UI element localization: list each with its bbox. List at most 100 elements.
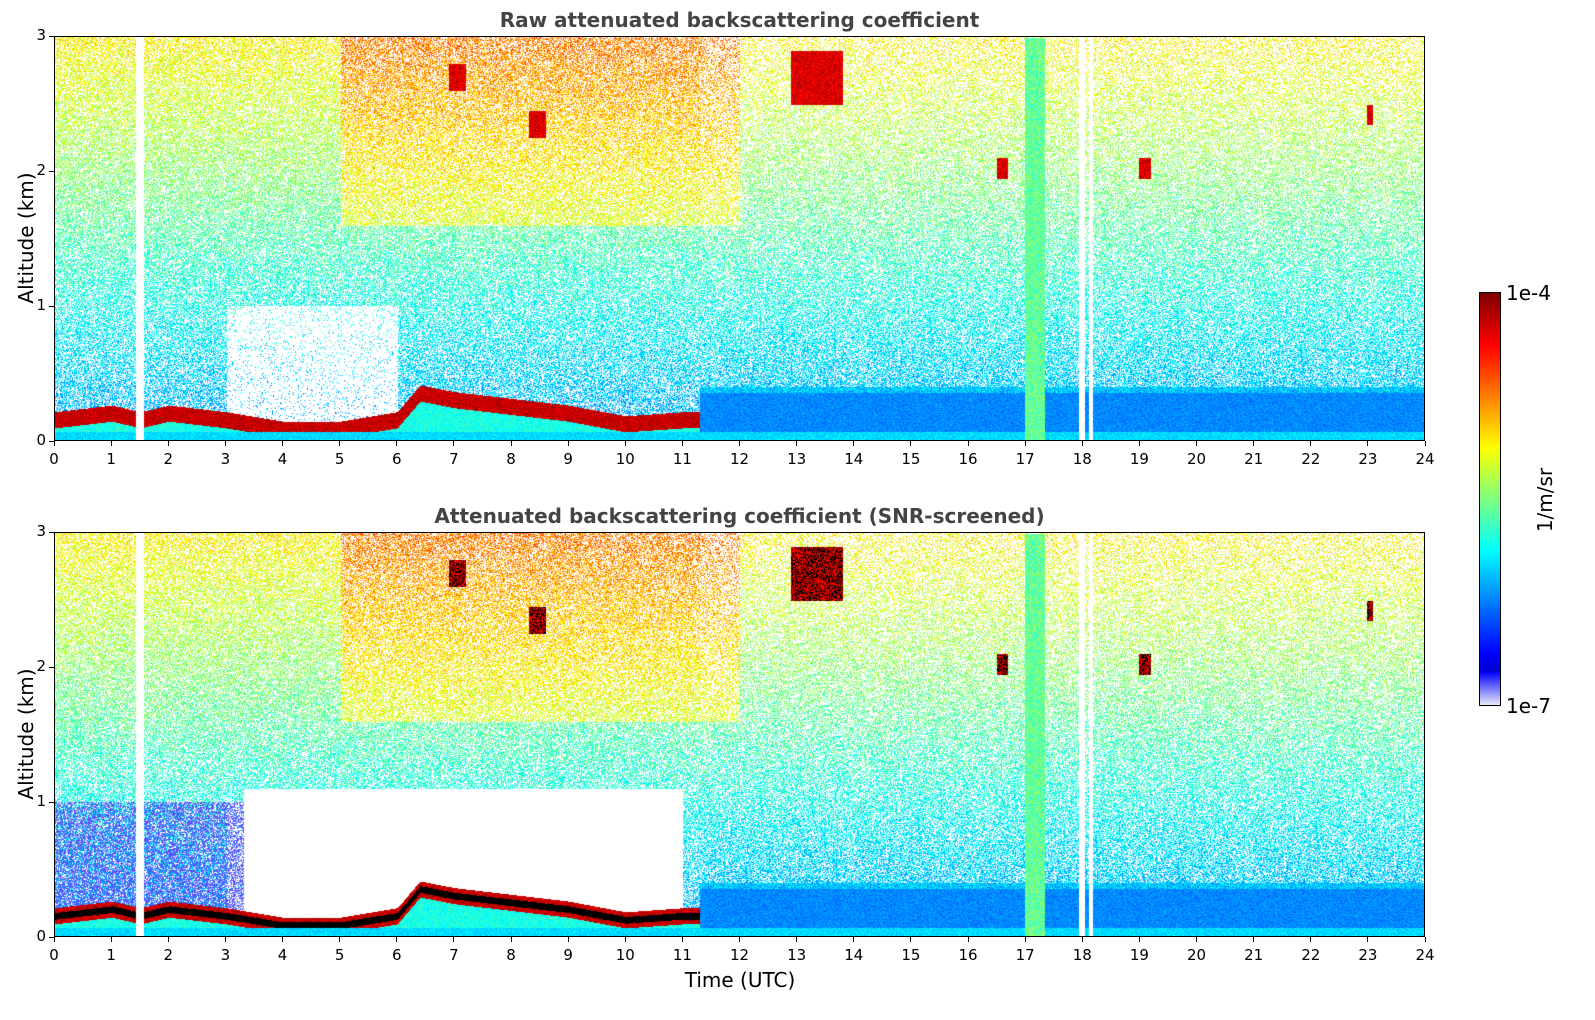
x-tick-mark bbox=[1253, 937, 1255, 942]
x-tick-mark bbox=[796, 441, 798, 446]
x-tick-label: 3 bbox=[220, 450, 231, 468]
x-tick-label: 4 bbox=[277, 946, 288, 964]
top-panel-title: Raw attenuated backscattering coefficien… bbox=[499, 8, 980, 32]
x-tick-label: 0 bbox=[49, 450, 59, 468]
x-tick-mark bbox=[853, 441, 855, 446]
x-tick-label: 4 bbox=[277, 450, 288, 468]
x-tick-mark bbox=[681, 441, 683, 446]
x-tick-mark bbox=[1024, 937, 1026, 942]
x-tick-mark bbox=[1424, 937, 1426, 942]
y-tick-label: 2 bbox=[36, 161, 46, 179]
x-tick-mark bbox=[1310, 441, 1312, 446]
x-tick-label: 24 bbox=[1415, 946, 1435, 964]
x-tick-label: 8 bbox=[506, 946, 516, 964]
x-tick-label: 23 bbox=[1358, 946, 1378, 964]
x-tick-label: 21 bbox=[1244, 450, 1264, 468]
top-y-axis-label: Altitude (km) bbox=[14, 172, 38, 304]
x-tick-mark bbox=[167, 441, 169, 446]
x-tick-label: 13 bbox=[787, 946, 807, 964]
y-tick-mark bbox=[49, 666, 54, 668]
x-tick-label: 7 bbox=[449, 450, 459, 468]
x-tick-mark bbox=[624, 441, 626, 446]
x-tick-mark bbox=[282, 441, 283, 446]
x-tick-mark bbox=[681, 937, 683, 942]
x-tick-label: 10 bbox=[615, 450, 635, 468]
bottom-heatmap-canvas bbox=[55, 533, 1424, 936]
x-tick-mark bbox=[396, 937, 398, 942]
x-tick-mark bbox=[110, 937, 112, 942]
x-tick-mark bbox=[53, 937, 55, 942]
x-tick-mark bbox=[910, 441, 912, 446]
x-tick-label: 13 bbox=[787, 450, 807, 468]
y-tick-label: 1 bbox=[36, 792, 46, 810]
top-heatmap-plot bbox=[54, 36, 1425, 441]
x-tick-label: 22 bbox=[1301, 946, 1321, 964]
x-tick-label: 3 bbox=[220, 946, 231, 964]
x-tick-label: 17 bbox=[1015, 946, 1035, 964]
x-tick-mark bbox=[910, 937, 912, 942]
x-tick-label: 5 bbox=[334, 946, 345, 964]
x-tick-mark bbox=[739, 441, 740, 446]
x-tick-label: 1 bbox=[106, 946, 116, 964]
x-tick-mark bbox=[110, 441, 112, 446]
x-tick-label: 8 bbox=[506, 450, 516, 468]
x-tick-mark bbox=[453, 937, 455, 942]
x-tick-label: 19 bbox=[1129, 946, 1149, 964]
x-tick-label: 12 bbox=[729, 450, 750, 468]
x-tick-mark bbox=[1138, 441, 1140, 446]
x-tick-label: 11 bbox=[672, 946, 692, 964]
x-tick-mark bbox=[1081, 937, 1083, 942]
x-tick-mark bbox=[167, 937, 169, 942]
x-tick-mark bbox=[1138, 937, 1140, 942]
x-tick-mark bbox=[453, 441, 455, 446]
x-tick-label: 16 bbox=[958, 946, 978, 964]
y-tick-label: 0 bbox=[36, 927, 46, 945]
x-tick-label: 6 bbox=[391, 946, 402, 964]
x-tick-label: 7 bbox=[449, 946, 459, 964]
y-tick-mark bbox=[49, 936, 54, 938]
y-tick-label: 1 bbox=[36, 296, 46, 314]
bottom-heatmap-plot bbox=[54, 532, 1425, 937]
x-tick-label: 9 bbox=[563, 450, 573, 468]
top-heatmap-canvas bbox=[55, 37, 1424, 440]
colorbar-min-label: 1e-7 bbox=[1506, 694, 1551, 718]
x-tick-label: 14 bbox=[844, 450, 864, 468]
x-tick-mark bbox=[1081, 441, 1083, 446]
x-tick-mark bbox=[510, 441, 512, 446]
x-tick-label: 17 bbox=[1015, 450, 1035, 468]
x-tick-mark bbox=[1424, 441, 1426, 446]
y-tick-mark bbox=[49, 801, 54, 803]
x-tick-label: 20 bbox=[1186, 450, 1207, 468]
x-tick-label: 2 bbox=[163, 946, 174, 964]
bottom-panel-title: Attenuated backscattering coefficient (S… bbox=[434, 504, 1045, 528]
bottom-y-axis-label: Altitude (km) bbox=[14, 668, 38, 800]
x-tick-mark bbox=[339, 441, 341, 446]
x-tick-label: 5 bbox=[334, 450, 345, 468]
x-tick-mark bbox=[396, 441, 398, 446]
x-tick-label: 22 bbox=[1301, 450, 1321, 468]
x-tick-label: 19 bbox=[1129, 450, 1149, 468]
x-tick-label: 18 bbox=[1072, 946, 1092, 964]
x-tick-mark bbox=[567, 441, 569, 446]
x-tick-mark bbox=[339, 937, 341, 942]
x-tick-label: 9 bbox=[563, 946, 573, 964]
y-tick-mark bbox=[49, 35, 54, 37]
x-tick-mark bbox=[282, 937, 283, 942]
y-tick-mark bbox=[49, 531, 54, 533]
x-tick-mark bbox=[567, 937, 569, 942]
x-tick-label: 15 bbox=[901, 450, 921, 468]
x-tick-mark bbox=[1196, 441, 1197, 446]
x-tick-mark bbox=[53, 441, 55, 446]
x-tick-mark bbox=[967, 441, 969, 446]
x-tick-label: 21 bbox=[1244, 946, 1264, 964]
x-tick-mark bbox=[1024, 441, 1026, 446]
x-tick-mark bbox=[1310, 937, 1312, 942]
x-tick-mark bbox=[624, 937, 626, 942]
x-tick-label: 2 bbox=[163, 450, 174, 468]
x-tick-label: 20 bbox=[1186, 946, 1207, 964]
x-axis-label: Time (UTC) bbox=[684, 968, 796, 992]
colorbar-max-label: 1e-4 bbox=[1506, 281, 1551, 305]
y-tick-mark bbox=[49, 170, 54, 172]
x-tick-mark bbox=[796, 937, 798, 942]
y-tick-mark bbox=[49, 305, 54, 307]
